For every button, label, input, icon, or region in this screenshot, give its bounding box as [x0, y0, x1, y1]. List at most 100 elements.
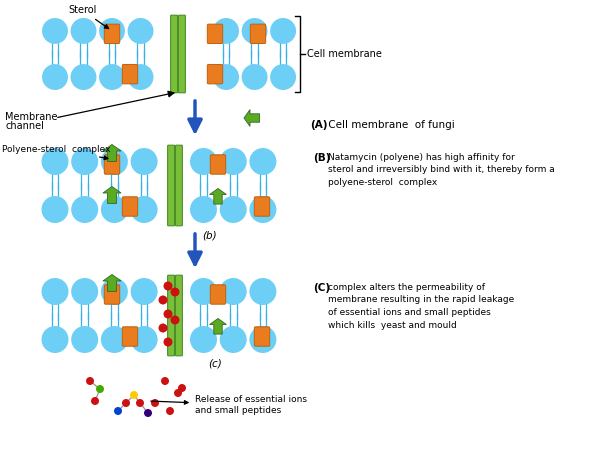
- Circle shape: [144, 409, 152, 417]
- Circle shape: [190, 148, 217, 175]
- Circle shape: [86, 377, 94, 385]
- Polygon shape: [209, 188, 226, 204]
- Circle shape: [130, 391, 138, 399]
- FancyBboxPatch shape: [167, 145, 175, 226]
- Circle shape: [190, 278, 217, 305]
- Circle shape: [250, 196, 277, 223]
- Text: complex alters the permeability of
membrane resulting in the rapid leakage
of es: complex alters the permeability of membr…: [328, 283, 514, 329]
- Text: channel: channel: [5, 121, 44, 131]
- Circle shape: [151, 399, 159, 407]
- Circle shape: [250, 326, 277, 353]
- Text: Cell membrane  of fungi: Cell membrane of fungi: [325, 120, 455, 130]
- Circle shape: [71, 196, 98, 223]
- Text: Polyene-sterol  complex: Polyene-sterol complex: [2, 145, 110, 159]
- FancyBboxPatch shape: [254, 197, 270, 216]
- Circle shape: [250, 148, 277, 175]
- Circle shape: [71, 326, 98, 353]
- Circle shape: [96, 385, 104, 393]
- Text: Sterol: Sterol: [68, 5, 109, 29]
- Circle shape: [41, 148, 68, 175]
- Circle shape: [190, 196, 217, 223]
- FancyBboxPatch shape: [104, 155, 120, 174]
- Circle shape: [101, 278, 128, 305]
- FancyBboxPatch shape: [208, 64, 223, 84]
- Circle shape: [163, 309, 173, 318]
- Circle shape: [114, 407, 122, 415]
- Circle shape: [41, 196, 68, 223]
- Text: Natamycin (polyene) has high affinity for
sterol and irreversibly bind with it, : Natamycin (polyene) has high affinity fo…: [328, 153, 555, 187]
- Circle shape: [42, 64, 68, 90]
- FancyBboxPatch shape: [250, 24, 266, 43]
- Circle shape: [163, 281, 173, 290]
- Circle shape: [242, 64, 268, 90]
- FancyBboxPatch shape: [175, 145, 182, 226]
- Text: Release of essential ions
and small peptides: Release of essential ions and small pept…: [151, 395, 307, 415]
- Circle shape: [128, 18, 154, 44]
- Circle shape: [220, 196, 247, 223]
- FancyBboxPatch shape: [211, 155, 226, 174]
- Circle shape: [190, 326, 217, 353]
- Circle shape: [131, 148, 158, 175]
- Text: Cell membrane: Cell membrane: [307, 49, 382, 59]
- Circle shape: [131, 196, 158, 223]
- Circle shape: [213, 18, 239, 44]
- Polygon shape: [209, 318, 226, 334]
- Circle shape: [71, 18, 97, 44]
- Polygon shape: [244, 109, 260, 127]
- Circle shape: [136, 399, 144, 407]
- Circle shape: [213, 64, 239, 90]
- Polygon shape: [103, 145, 121, 161]
- Circle shape: [42, 18, 68, 44]
- Circle shape: [170, 316, 179, 325]
- Circle shape: [41, 278, 68, 305]
- FancyBboxPatch shape: [122, 64, 138, 84]
- FancyBboxPatch shape: [211, 285, 226, 304]
- Circle shape: [220, 148, 247, 175]
- Circle shape: [170, 288, 179, 297]
- Circle shape: [99, 64, 125, 90]
- Circle shape: [41, 326, 68, 353]
- Text: (c): (c): [208, 359, 222, 369]
- Text: (b): (b): [203, 231, 217, 241]
- Circle shape: [270, 18, 296, 44]
- Circle shape: [250, 278, 277, 305]
- FancyBboxPatch shape: [178, 15, 185, 93]
- Circle shape: [131, 326, 158, 353]
- Circle shape: [71, 278, 98, 305]
- Circle shape: [101, 196, 128, 223]
- Circle shape: [166, 407, 174, 415]
- FancyBboxPatch shape: [254, 327, 270, 346]
- Circle shape: [158, 296, 167, 305]
- FancyBboxPatch shape: [104, 285, 120, 304]
- Circle shape: [71, 148, 98, 175]
- Polygon shape: [103, 275, 121, 291]
- Polygon shape: [103, 187, 121, 203]
- Text: Membrane: Membrane: [5, 112, 58, 122]
- Text: (C): (C): [313, 283, 330, 293]
- Circle shape: [101, 148, 128, 175]
- FancyBboxPatch shape: [208, 24, 223, 43]
- Circle shape: [161, 377, 169, 385]
- Circle shape: [128, 64, 154, 90]
- Circle shape: [178, 384, 186, 392]
- Circle shape: [220, 326, 247, 353]
- FancyBboxPatch shape: [175, 275, 182, 356]
- Circle shape: [174, 389, 182, 397]
- Text: (A): (A): [310, 120, 328, 130]
- Circle shape: [99, 18, 125, 44]
- FancyBboxPatch shape: [170, 15, 178, 93]
- Circle shape: [242, 18, 268, 44]
- Circle shape: [71, 64, 97, 90]
- FancyBboxPatch shape: [104, 24, 120, 43]
- Circle shape: [163, 337, 173, 347]
- FancyBboxPatch shape: [122, 197, 138, 216]
- Text: (B): (B): [313, 153, 331, 163]
- Circle shape: [220, 278, 247, 305]
- Circle shape: [131, 278, 158, 305]
- Circle shape: [158, 324, 167, 333]
- FancyBboxPatch shape: [167, 275, 175, 356]
- FancyBboxPatch shape: [122, 327, 138, 346]
- Circle shape: [270, 64, 296, 90]
- Circle shape: [122, 399, 130, 407]
- Circle shape: [91, 397, 99, 405]
